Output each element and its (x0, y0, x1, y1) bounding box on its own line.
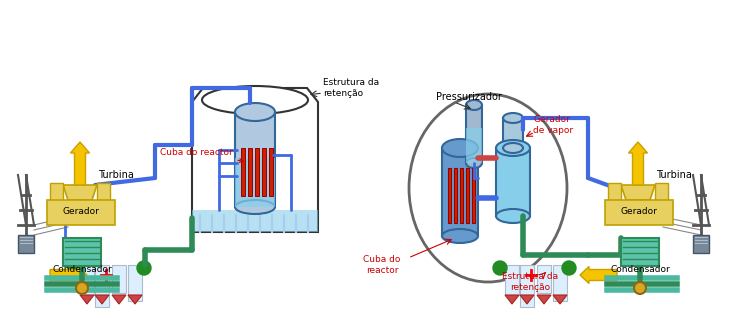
FancyBboxPatch shape (269, 148, 273, 196)
Ellipse shape (503, 113, 523, 123)
Polygon shape (80, 295, 94, 304)
FancyBboxPatch shape (80, 265, 94, 295)
FancyBboxPatch shape (460, 168, 463, 223)
Text: Cuba do reactor: Cuba do reactor (160, 148, 243, 162)
FancyArrow shape (580, 267, 617, 283)
FancyBboxPatch shape (655, 183, 668, 201)
FancyArrow shape (629, 142, 648, 185)
FancyBboxPatch shape (537, 265, 551, 293)
Polygon shape (63, 185, 97, 200)
FancyBboxPatch shape (255, 148, 259, 196)
Circle shape (634, 282, 646, 294)
FancyBboxPatch shape (605, 200, 673, 225)
Text: Estrutura da
retenção: Estrutura da retenção (323, 78, 379, 98)
FancyBboxPatch shape (553, 265, 567, 301)
FancyBboxPatch shape (442, 148, 478, 236)
Text: Gerador: Gerador (63, 208, 99, 216)
Polygon shape (112, 295, 126, 304)
Circle shape (76, 282, 88, 294)
Text: Estrutura da
retenção: Estrutura da retenção (502, 272, 558, 292)
FancyBboxPatch shape (262, 148, 266, 196)
Ellipse shape (202, 86, 308, 114)
Polygon shape (537, 295, 551, 304)
FancyBboxPatch shape (496, 148, 530, 216)
Text: Cuba do
reactor: Cuba do reactor (364, 255, 401, 275)
FancyBboxPatch shape (608, 183, 621, 201)
FancyBboxPatch shape (454, 168, 457, 223)
Ellipse shape (442, 229, 478, 243)
Ellipse shape (235, 103, 275, 121)
Polygon shape (192, 88, 318, 232)
Text: Pressurizador: Pressurizador (436, 92, 502, 102)
Text: Condensador: Condensador (52, 266, 112, 275)
FancyBboxPatch shape (18, 235, 34, 253)
FancyBboxPatch shape (248, 148, 252, 196)
FancyBboxPatch shape (520, 265, 534, 307)
Polygon shape (128, 295, 142, 304)
FancyBboxPatch shape (235, 112, 275, 207)
Polygon shape (520, 295, 534, 304)
Ellipse shape (466, 158, 482, 168)
FancyBboxPatch shape (97, 183, 110, 201)
FancyArrow shape (71, 142, 90, 185)
Text: Turbina: Turbina (656, 170, 692, 180)
Ellipse shape (503, 143, 523, 153)
FancyBboxPatch shape (63, 238, 101, 266)
Circle shape (562, 261, 576, 275)
FancyBboxPatch shape (472, 168, 475, 223)
Ellipse shape (442, 139, 478, 157)
FancyBboxPatch shape (693, 235, 709, 253)
Ellipse shape (235, 200, 275, 214)
Circle shape (493, 261, 507, 275)
FancyBboxPatch shape (466, 168, 469, 223)
FancyBboxPatch shape (47, 200, 115, 225)
FancyBboxPatch shape (621, 238, 659, 266)
Circle shape (137, 261, 151, 275)
Ellipse shape (496, 209, 530, 223)
FancyBboxPatch shape (235, 158, 275, 207)
Polygon shape (95, 295, 109, 304)
Text: Condensador: Condensador (610, 266, 670, 275)
Polygon shape (621, 185, 655, 200)
FancyBboxPatch shape (128, 265, 142, 301)
FancyBboxPatch shape (505, 265, 519, 295)
Ellipse shape (496, 140, 530, 156)
Ellipse shape (466, 100, 482, 110)
Text: Turbina: Turbina (98, 170, 134, 180)
FancyBboxPatch shape (192, 210, 318, 232)
Ellipse shape (409, 94, 567, 282)
Text: Gerador
de vapor: Gerador de vapor (533, 115, 573, 135)
FancyArrow shape (50, 267, 87, 283)
FancyBboxPatch shape (95, 265, 109, 307)
FancyBboxPatch shape (50, 183, 63, 201)
Polygon shape (553, 295, 567, 304)
FancyBboxPatch shape (241, 148, 245, 196)
FancyBboxPatch shape (448, 168, 451, 223)
FancyBboxPatch shape (112, 265, 126, 293)
FancyBboxPatch shape (466, 128, 482, 163)
FancyBboxPatch shape (503, 118, 523, 148)
Circle shape (68, 261, 82, 275)
Polygon shape (505, 295, 519, 304)
FancyBboxPatch shape (466, 105, 482, 163)
Text: Gerador: Gerador (620, 208, 658, 216)
